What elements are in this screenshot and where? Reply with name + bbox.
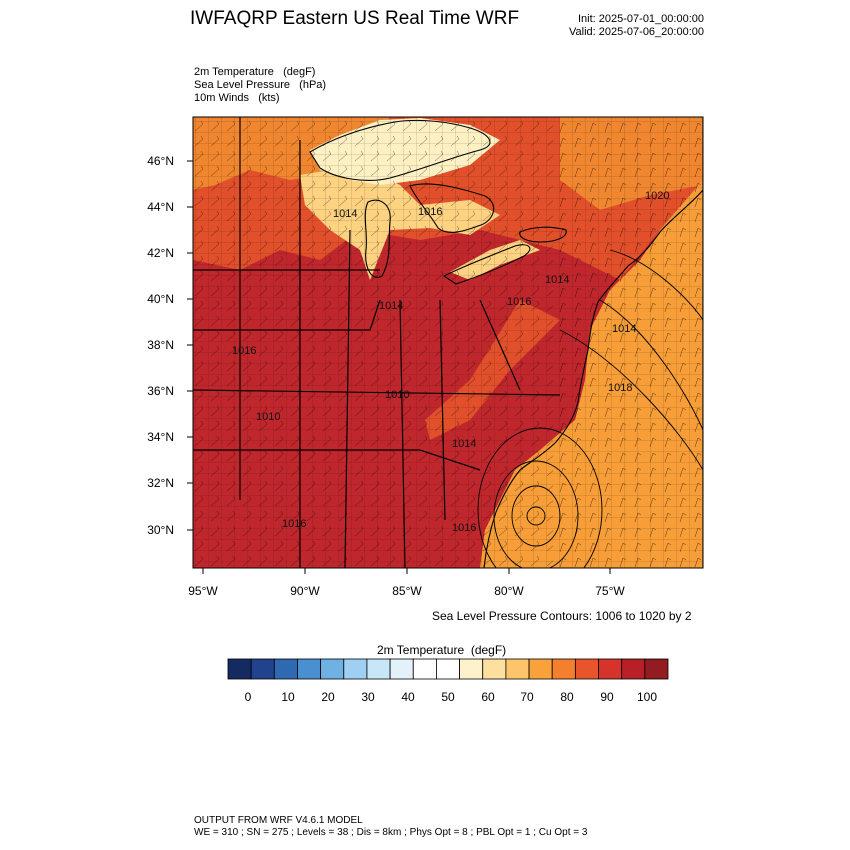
colorbar-box [505,658,530,680]
pressure-label: 1014 [379,300,403,312]
colorbar-box [598,658,623,680]
model-config: WE = 310 ; SN = 275 ; Levels = 38 ; Dis … [194,827,588,838]
map-field [193,117,703,568]
pressure-label: 1016 [232,345,256,357]
lake-erie-outline [442,244,531,285]
field-label-pressure: Sea Level Pressure (hPa) [194,79,327,91]
field-label-temperature: 2m Temperature (degF) [194,66,316,78]
colorbar-tick-label: 50 [441,690,455,704]
lon-label: 80°W [494,584,524,598]
longitude-ticks [202,568,611,574]
colorbar-tick-label: 30 [361,690,375,704]
colorbar-box [320,658,345,680]
colorbar: 0 10 20 30 40 50 60 70 80 90 100 [227,658,669,704]
model-version: OUTPUT FROM WRF V4.6.1 MODEL [194,815,363,826]
wind-barbs-land [193,117,553,568]
run-times: Init: 2025-07-01_00:00:00 Valid: 2025-07… [540,13,704,39]
lat-label: 40°N [147,292,174,306]
colorbar-boxes [227,658,669,680]
colorbar-tick-label: 80 [560,690,574,704]
lat-label: 46°N [147,154,174,168]
lat-label: 32°N [147,476,174,490]
colorbar-ticks: 0 10 20 30 40 50 60 70 80 90 100 [245,690,658,704]
pressure-label: 1016 [452,522,476,534]
colorbar-box [389,658,414,680]
pressure-label: 1016 [282,518,306,530]
model-info-footer: OUTPUT FROM WRF V4.6.1 MODEL WE = 310 ; … [194,815,587,839]
lat-label: 36°N [147,384,174,398]
colorbar-box [574,658,599,680]
pressure-label: 1016 [418,206,442,218]
plot-title: IWFAQRP Eastern US Real Time WRF [190,8,520,29]
pressure-labels: 1014 1016 1020 1014 1016 1014 1016 1010 … [232,190,669,534]
colorbar-box [250,658,275,680]
lon-label: 85°W [392,584,422,598]
pressure-label: 1014 [612,323,636,335]
latitude-labels: 46°N 44°N 42°N 40°N 38°N 36°N 34°N 32°N … [147,154,174,537]
lat-label: 44°N [147,200,174,214]
colorbar-box [551,658,576,680]
wind-barbs-ocean [553,117,703,568]
lat-label: 34°N [147,430,174,444]
colorbar-tick-label: 0 [245,690,252,704]
pressure-label: 1020 [645,190,669,202]
map-frame [192,116,704,569]
colorbar-tick-label: 60 [481,690,495,704]
colorbar-box [621,658,646,680]
colorbar-tick-label: 40 [401,690,415,704]
colorbar-box [343,658,368,680]
colorbar-box [644,658,669,680]
lon-label: 75°W [595,584,625,598]
colorbar-box [297,658,322,680]
lake-michigan-outline [364,199,391,278]
colorbar-box [227,658,252,680]
lat-label: 30°N [147,523,174,537]
contour-note: Sea Level Pressure Contours: 1006 to 102… [432,609,692,623]
colorbar-tick-label: 20 [321,690,335,704]
coastline [483,189,703,568]
lon-label: 90°W [290,584,320,598]
colorbar-tick-label: 70 [520,690,534,704]
colorbar-tick-label: 10 [281,690,295,704]
colorbar-box [528,658,553,680]
pressure-label: 1014 [333,208,357,220]
colorbar-box [482,658,507,680]
lake-superior-outline [309,119,491,181]
lake-ontario-outline [519,226,567,243]
lat-label: 42°N [147,246,174,260]
pressure-label: 1010 [385,389,409,401]
colorbar-tick-label: 90 [600,690,614,704]
colorbar-tick-label: 100 [637,690,657,704]
lake-huron-outline [409,183,495,234]
pressure-label: 1014 [452,438,476,450]
colorbar-box [459,658,484,680]
colorbar-box [412,658,437,680]
lake-outlines [309,119,567,285]
lat-label: 38°N [147,338,174,352]
pressure-label: 1010 [256,411,280,423]
field-label-winds: 10m Winds (kts) [194,92,280,104]
pressure-label: 1018 [608,382,632,394]
colorbar-title: 2m Temperature (degF) [377,643,507,657]
colorbar-box [273,658,298,680]
latitude-ticks [187,160,193,531]
colorbar-box [366,658,391,680]
init-time: Init: 2025-07-01_00:00:00 [578,13,704,25]
longitude-labels: 95°W 90°W 85°W 80°W 75°W [188,584,625,598]
pressure-contours [477,249,703,568]
lon-label: 95°W [188,584,218,598]
pressure-label: 1014 [545,274,569,286]
field-labels: 2m Temperature (degF) Sea Level Pressure… [194,66,326,105]
state-borders [193,117,561,568]
pressure-label: 1016 [507,296,531,308]
valid-time: Valid: 2025-07-06_20:00:00 [569,26,704,38]
colorbar-box [436,658,460,680]
